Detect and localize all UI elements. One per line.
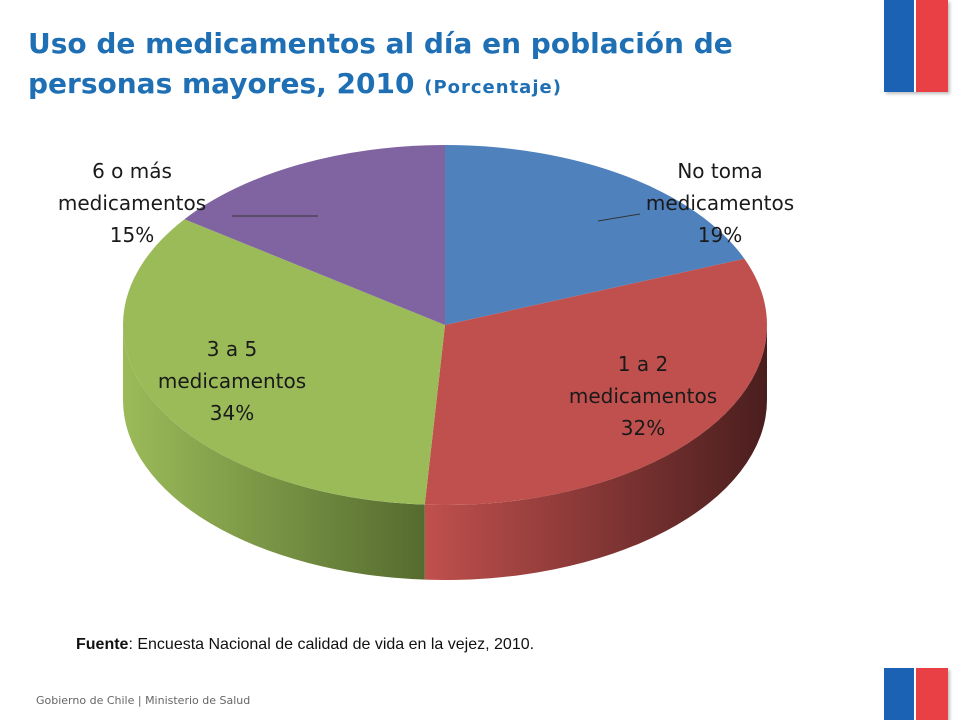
pie-slice-3 [122, 219, 445, 505]
source-label: Fuente [76, 636, 129, 653]
pie-slice-2 [424, 258, 767, 505]
chart-title: Uso de medicamentos al día en población … [28, 24, 858, 108]
slice-label-1: No toma medicamentos 19% [646, 159, 794, 247]
slice-label-4: 6 o más medicamentos 15% [58, 159, 206, 247]
chile-flag-logo-bottom [884, 668, 948, 720]
pie-side-3 [123, 325, 425, 580]
source-note: Fuente: Encuesta Nacional de calidad de … [76, 636, 534, 654]
chile-flag-logo [884, 0, 948, 92]
slice-label-3: 3 a 5 medicamentos 34% [158, 337, 306, 425]
title-subtitle: (Porcentaje) [424, 77, 562, 98]
footer-text: Gobierno de Chile | Ministerio de Salud [36, 694, 251, 707]
leader-line-1 [597, 213, 641, 222]
pie-top [122, 145, 767, 505]
pie-side-walls [123, 325, 767, 580]
source-text: : Encuesta Nacional de calidad de vida e… [128, 636, 535, 653]
pie-side-2 [424, 325, 767, 580]
pie-slice-4 [184, 145, 445, 325]
title-text: Uso de medicamentos al día en población … [28, 27, 733, 100]
pie-slice-1 [445, 145, 745, 325]
slice-label-2: 1 a 2 medicamentos 32% [569, 352, 717, 440]
